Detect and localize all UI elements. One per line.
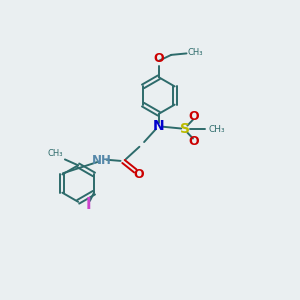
Text: N: N (153, 119, 165, 133)
Text: O: O (154, 52, 164, 65)
Text: CH₃: CH₃ (48, 149, 63, 158)
Text: NH: NH (92, 154, 112, 166)
Text: O: O (189, 135, 200, 148)
Text: O: O (189, 110, 200, 123)
Text: O: O (134, 168, 144, 181)
Text: CH₃: CH₃ (208, 124, 225, 134)
Text: I: I (85, 197, 91, 212)
Text: CH₃: CH₃ (188, 48, 203, 57)
Text: S: S (180, 122, 190, 136)
